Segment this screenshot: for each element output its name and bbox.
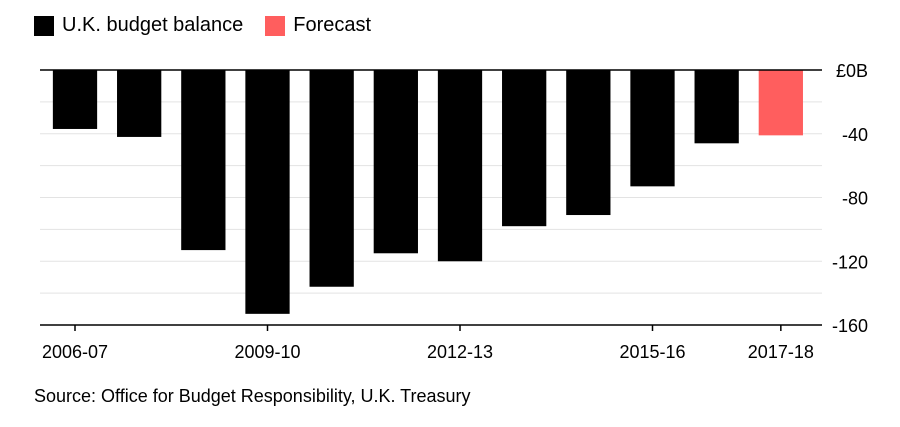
- legend-label-budget-balance: U.K. budget balance: [62, 14, 244, 36]
- bar-2007-08: [117, 70, 162, 137]
- x-tick-label: 2012-13: [427, 342, 493, 362]
- x-axis: 2006-07 2009-10 2012-13 2015-16 2017-18: [40, 69, 822, 362]
- legend-swatch-budget-balance: [34, 15, 54, 36]
- legend-label-forecast: Forecast: [293, 14, 372, 36]
- grid-lines: [40, 101, 822, 294]
- y-tick-label: -120: [832, 252, 868, 272]
- bar-chart: £0B-40-80-120-160 2006-07 2009-10 2012-13 2…: [40, 61, 868, 362]
- y-tick-label: -80: [842, 189, 868, 209]
- x-tick-label: 2017-18: [748, 342, 814, 362]
- bar-2017-18-forecast: [758, 70, 803, 136]
- bar-2008-09: [181, 70, 226, 251]
- y-tick-label: -160: [832, 316, 868, 336]
- source-note: Source: Office for Budget Responsibility…: [34, 386, 471, 406]
- x-tick-label: 2006-07: [42, 342, 108, 362]
- bar-2012-13: [437, 70, 483, 262]
- chart-legend: U.K. budget balance Forecast: [34, 14, 393, 37]
- x-tick-label: 2015-16: [619, 342, 685, 362]
- y-tick-label: -40: [842, 125, 868, 145]
- bar-2014-15: [566, 70, 611, 216]
- y-tick-label: £0B: [836, 61, 868, 81]
- bar-2011-12: [373, 70, 418, 254]
- legend-swatch-forecast: [265, 15, 286, 36]
- bar-2013-14: [502, 70, 547, 227]
- legend-item-budget-balance: U.K. budget balance: [34, 14, 243, 37]
- legend-item-forecast: Forecast: [265, 14, 371, 37]
- x-tick-label: 2009-10: [234, 342, 300, 362]
- y-axis-ticks: £0B -40 -80 -120 -160: [832, 61, 868, 336]
- bar-2009-10: [245, 70, 290, 314]
- bar-2006-07: [52, 70, 98, 129]
- bar-2015-16: [630, 70, 675, 187]
- bar-2016-17: [694, 70, 739, 144]
- bar-2010-11: [309, 70, 354, 287]
- bars: [52, 70, 803, 314]
